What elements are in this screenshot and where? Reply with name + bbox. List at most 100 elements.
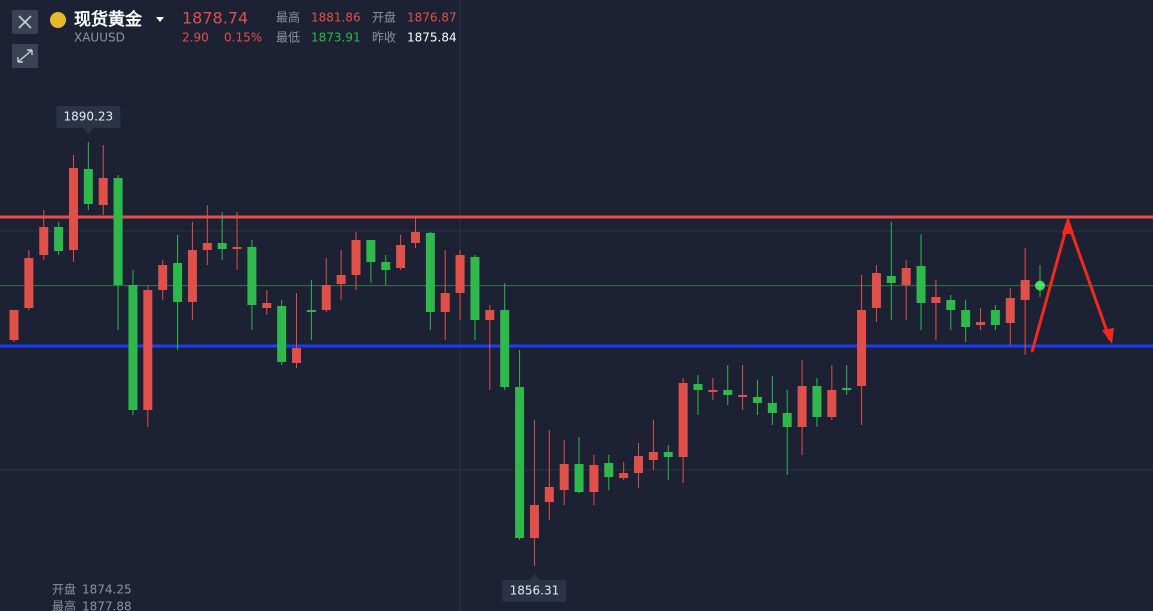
extreme-label: 1856.31 — [510, 584, 560, 598]
candle-body — [54, 227, 64, 251]
candle-body — [589, 465, 599, 492]
candle-body — [336, 275, 346, 284]
candle-body — [470, 257, 480, 320]
candle-body — [98, 178, 108, 205]
candle-body — [842, 388, 852, 390]
gold-icon — [50, 12, 66, 28]
extreme-label-pointer — [529, 574, 540, 580]
stat-value: 1876.87 — [407, 11, 457, 25]
change-pct: 0.15% — [224, 31, 262, 45]
stat-label: 开盘 — [372, 10, 396, 25]
candle-body — [187, 250, 197, 302]
arrow-head — [1062, 216, 1074, 234]
candle-body — [723, 390, 733, 395]
extreme-label: 1890.23 — [64, 110, 114, 124]
dropdown[interactable] — [156, 17, 164, 22]
plot: 1890.23 1856.31 — [0, 106, 1153, 602]
candle-body — [202, 243, 212, 250]
candle-body — [500, 310, 510, 387]
candle-body — [812, 386, 822, 417]
extreme-label-box — [56, 106, 121, 128]
candle-body — [901, 268, 911, 285]
candle-body — [351, 240, 361, 275]
stat-label: 昨收 — [372, 31, 396, 45]
candle-body — [738, 395, 748, 397]
candle-body — [410, 232, 420, 243]
candle-body — [247, 247, 257, 305]
candle-body — [544, 487, 554, 502]
footer-value: 1877.88 — [82, 600, 132, 611]
candle-body — [306, 310, 316, 312]
candle-body — [827, 390, 837, 417]
candle-body — [39, 227, 49, 255]
candle-body — [871, 273, 881, 308]
candle-body — [976, 322, 986, 325]
candle-body — [321, 285, 331, 310]
candle-body — [232, 247, 242, 249]
candle-body — [678, 383, 688, 457]
stat-value: 1881.86 — [311, 11, 361, 25]
stat-label: 最低 — [276, 31, 300, 45]
candle-body — [961, 310, 971, 327]
stat-value: 1875.84 — [407, 31, 457, 45]
close-icon — [18, 15, 32, 29]
candle-body — [619, 473, 629, 478]
candle-body — [262, 303, 272, 308]
candle-body — [515, 387, 525, 538]
candle-body — [648, 452, 658, 460]
candle-body — [797, 386, 807, 427]
candle-body — [752, 397, 762, 403]
candle-body — [857, 310, 867, 386]
candle-body — [455, 255, 465, 293]
collapse-icon — [17, 49, 33, 63]
candle-body — [604, 463, 614, 477]
extreme-label-pointer — [83, 128, 94, 134]
candle-body — [693, 384, 703, 390]
candle-body — [217, 243, 227, 249]
candle-body — [782, 413, 792, 427]
footer-label: 最高 — [52, 599, 76, 611]
candle-body — [1020, 280, 1030, 300]
candle-body — [173, 263, 183, 302]
candle-body — [277, 306, 287, 362]
candle-body — [931, 297, 941, 303]
candle-body — [440, 293, 450, 312]
change: 2.90 — [182, 31, 209, 45]
candle-body — [128, 285, 138, 410]
candle-body — [113, 178, 123, 285]
stat-label: 最高 — [276, 10, 300, 25]
candle-body — [663, 452, 673, 457]
candle-body — [916, 266, 926, 303]
candle-body — [83, 169, 93, 204]
candle-body — [381, 262, 391, 270]
candle-body — [559, 464, 569, 490]
candle-body — [990, 310, 1000, 325]
candle-body — [292, 348, 302, 363]
candle-body — [485, 310, 495, 320]
candle-body — [946, 300, 956, 310]
symbol: XAUUSD — [74, 31, 125, 45]
title: 现货黄金 — [74, 9, 143, 30]
stat-value: 1873.91 — [311, 31, 361, 45]
extreme-label-box — [502, 580, 567, 602]
candle-body — [396, 245, 406, 268]
candle-body — [886, 276, 896, 283]
candle-body — [366, 240, 376, 262]
arrow-head — [1102, 328, 1114, 344]
candle-body — [158, 265, 168, 290]
candle-body — [425, 233, 435, 312]
candle-body — [767, 403, 777, 413]
candle-body — [143, 290, 153, 410]
candle-body — [529, 505, 539, 538]
footer-value: 1874.25 — [82, 583, 132, 597]
footer-label: 开盘 — [52, 582, 76, 597]
candle-body — [574, 464, 584, 492]
candle-body — [9, 310, 19, 340]
candle-body — [24, 258, 34, 308]
price: 1878.74 — [182, 9, 248, 28]
candle-body — [634, 456, 644, 473]
candle-body — [708, 390, 718, 392]
